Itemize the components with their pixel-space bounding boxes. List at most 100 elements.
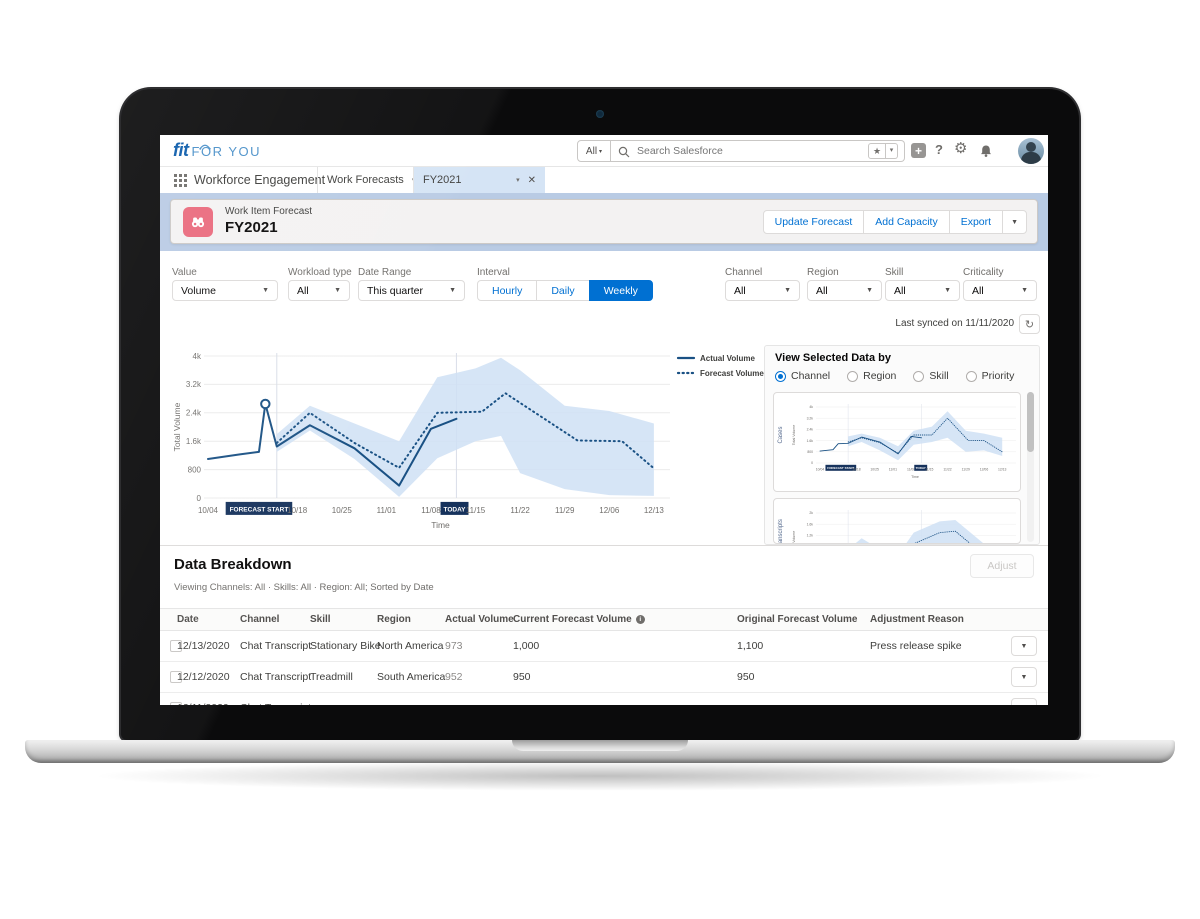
table-header-row: Date Channel Skill Region Actual Volume Curre… <box>160 608 1048 631</box>
row-actions-dropdown[interactable]: ▼ <box>1011 698 1037 705</box>
cell-channel: Chat Transcript <box>240 702 311 705</box>
table-row: 12/11/2020 Chat Transcript ▼ <box>160 693 1048 705</box>
close-icon[interactable]: ✕ <box>527 174 536 186</box>
cases-chart-card: 0 800 1.6k 2.4k 3.2k 4k 10/04 FORECAST START 10/… <box>773 392 1021 492</box>
svg-text:2.4k: 2.4k <box>186 409 202 418</box>
star-icon: ★ <box>868 143 886 159</box>
favorites-split-button[interactable]: ★ ▾ <box>868 143 898 159</box>
svg-text:10/18: 10/18 <box>852 468 861 472</box>
search-input[interactable] <box>611 141 904 161</box>
region-select[interactable]: All ▼ <box>807 280 882 301</box>
tab-work-forecasts[interactable]: Work Forecasts▾ <box>317 167 426 193</box>
global-search: All ▾ <box>577 140 905 162</box>
svg-text:1.6k: 1.6k <box>807 439 814 443</box>
row-checkbox[interactable] <box>170 702 182 705</box>
view-by-radio-region[interactable]: Region <box>847 370 896 382</box>
search-scope-dropdown[interactable]: All ▾ <box>577 140 611 162</box>
svg-text:Cases: Cases <box>778 426 784 443</box>
cell-skill: Treadmill <box>310 671 353 683</box>
cell-date: 12/11/2020 <box>177 702 229 705</box>
svg-text:Chat Transcripts: Chat Transcripts <box>778 519 784 544</box>
channel-select[interactable]: All ▼ <box>725 280 800 301</box>
app-launcher-icon[interactable] <box>174 174 187 190</box>
tab-fy2021[interactable]: FY2021 ▾ ✕ <box>413 167 545 193</box>
avatar[interactable] <box>1018 138 1044 164</box>
cell-original: 1,100 <box>737 640 764 652</box>
view-by-radio-priority[interactable]: Priority <box>965 370 1014 382</box>
brand-logo-text: fit <box>173 140 189 160</box>
value-select[interactable]: Volume ▼ <box>172 280 278 301</box>
svg-text:11/08: 11/08 <box>907 468 915 472</box>
chevron-down-icon: ▾ <box>516 177 520 184</box>
adjust-button[interactable]: Adjust <box>970 554 1034 578</box>
info-icon[interactable]: i <box>635 615 645 624</box>
interval-daily-button[interactable]: Daily <box>536 280 590 301</box>
svg-text:1.2k: 1.2k <box>807 534 814 538</box>
row-checkbox[interactable] <box>170 671 182 683</box>
interval-weekly-button[interactable]: Weekly <box>588 280 653 301</box>
svg-text:2k: 2k <box>809 511 813 515</box>
skill-select[interactable]: All ▼ <box>885 280 960 301</box>
svg-text:0: 0 <box>197 494 202 503</box>
help-icon[interactable]: ? <box>935 142 943 157</box>
svg-text:11/01: 11/01 <box>377 506 397 515</box>
date-range-select[interactable]: This quarter ▼ <box>358 280 465 301</box>
svg-text:Total Volume: Total Volume <box>792 425 796 446</box>
svg-text:10/18: 10/18 <box>287 506 308 515</box>
cell-reason: Press release spike <box>870 640 962 652</box>
quick-add-icon[interactable]: + <box>911 143 926 158</box>
svg-text:2.4k: 2.4k <box>807 428 814 432</box>
record-type-label: Work Item Forecast <box>225 206 313 217</box>
svg-text:Time: Time <box>911 475 919 479</box>
svg-text:3.2k: 3.2k <box>186 380 202 389</box>
row-actions-dropdown[interactable]: ▼ <box>1011 636 1037 656</box>
svg-text:Forecast Volume: Forecast Volume <box>700 369 764 378</box>
scrollbar-thumb[interactable] <box>1027 392 1034 452</box>
add-capacity-button[interactable]: Add Capacity <box>863 210 950 234</box>
cell-channel: Chat Transcript <box>240 671 312 683</box>
panel-scrollbar[interactable] <box>1027 392 1034 542</box>
view-by-radio-skill[interactable]: Skill <box>913 370 949 382</box>
svg-text:800: 800 <box>188 465 202 474</box>
svg-text:11/22: 11/22 <box>510 506 530 515</box>
cell-date: 12/12/2020 <box>177 671 230 683</box>
interval-hourly-button[interactable]: Hourly <box>477 280 538 301</box>
export-button[interactable]: Export <box>948 210 1004 234</box>
row-checkbox[interactable] <box>170 640 182 652</box>
column-header: Original Forecast Volume <box>737 614 858 625</box>
radio-icon <box>965 370 977 382</box>
cell-region: South America <box>377 671 446 683</box>
cell-channel: Chat Transcript <box>240 640 312 652</box>
last-synced-label: Last synced on 11/11/2020 <box>895 318 1014 329</box>
table-row: 12/13/2020 Chat Transcript Stationary Bike… <box>160 631 1048 662</box>
bell-icon[interactable] <box>979 144 993 162</box>
row-actions-dropdown[interactable]: ▼ <box>1011 667 1037 687</box>
criticality-select[interactable]: All ▼ <box>963 280 1037 301</box>
view-by-radio-group: Channel Region Skill Priority <box>775 370 1014 382</box>
svg-text:11/15: 11/15 <box>925 468 933 472</box>
view-by-radio-channel[interactable]: Channel <box>775 370 830 382</box>
app-name: Workforce Engagement <box>194 173 326 187</box>
gear-icon[interactable]: ⚙ <box>954 140 968 157</box>
workload-type-select[interactable]: All ▼ <box>288 280 350 301</box>
svg-text:10/25: 10/25 <box>332 506 353 515</box>
view-selected-data-panel: View Selected Data by Channel Region Skill… <box>764 345 1040 545</box>
svg-text:3.2k: 3.2k <box>807 416 814 420</box>
cell-region: North America <box>377 640 444 652</box>
cell-current: 950 <box>513 671 531 683</box>
refresh-icon[interactable]: ↻ <box>1019 314 1040 334</box>
navigation-tab-bar <box>160 167 1048 193</box>
brand-logo: fit FO R YOU <box>173 140 262 160</box>
update-forecast-button[interactable]: Update Forecast <box>762 210 865 234</box>
column-header: Actual Volume <box>445 614 514 625</box>
more-actions-button[interactable]: ▼ <box>1002 210 1027 234</box>
svg-text:11/29: 11/29 <box>962 468 970 472</box>
chevron-down-icon: ▾ <box>886 143 898 159</box>
column-header: Current Forecast Volume i <box>513 614 645 625</box>
